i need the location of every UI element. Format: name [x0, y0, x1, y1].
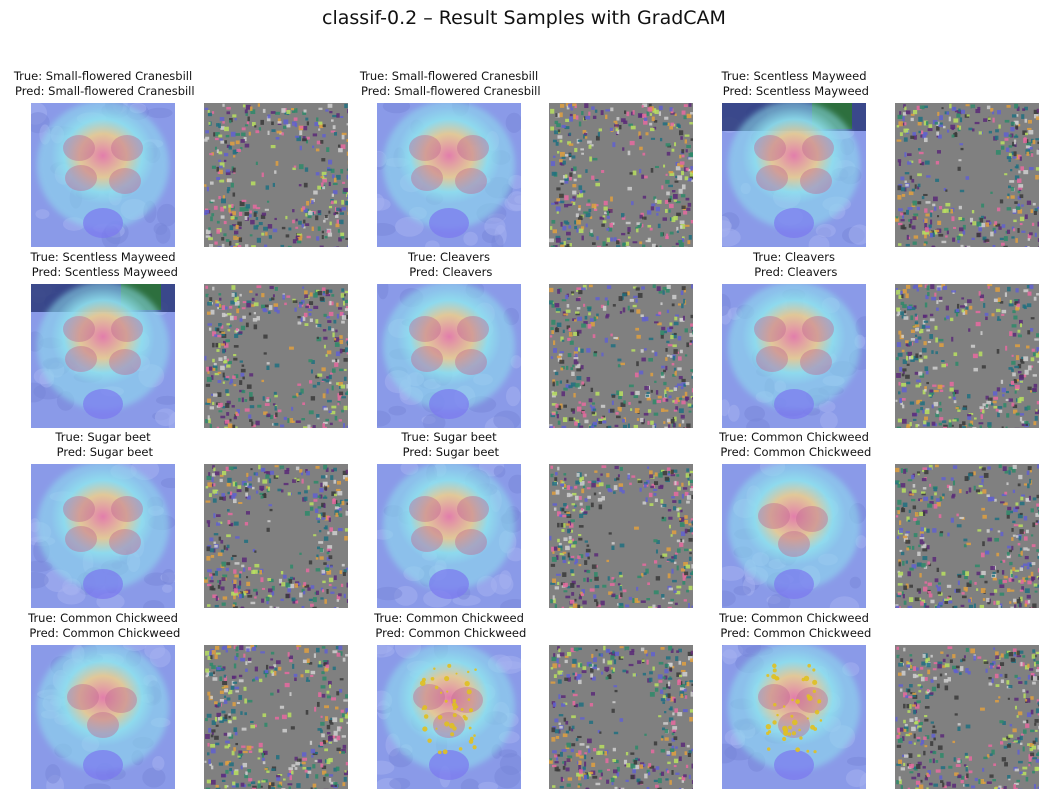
gradcam-image [31, 103, 175, 247]
sample-title: True: Cleavers Pred: Cleavers [334, 250, 564, 280]
guided-backprop-image [895, 103, 1039, 247]
sample-title: True: Common Chickweed Pred: Common Chic… [0, 611, 218, 641]
pred-label: Pred: Common Chickweed [716, 626, 872, 640]
sample-title: True: Small-flowered Cranesbill Pred: Sm… [0, 69, 218, 99]
pred-label: Pred: Cleavers [750, 265, 838, 279]
true-label: True: Common Chickweed [719, 611, 869, 625]
guided-backprop-image [549, 284, 693, 428]
sample-title: True: Scentless Mayweed Pred: Scentless … [679, 69, 909, 99]
guided-backprop-image [895, 284, 1039, 428]
pred-label: Pred: Common Chickweed [371, 626, 527, 640]
sample-title: True: Sugar beet Pred: Sugar beet [0, 430, 218, 460]
guided-backprop-image [204, 464, 348, 608]
true-label: True: Scentless Mayweed [721, 69, 867, 83]
sample-title: True: Small-flowered Cranesbill Pred: Sm… [334, 69, 564, 99]
gradcam-image [377, 284, 521, 428]
true-label: True: Small-flowered Cranesbill [13, 69, 193, 83]
guided-backprop-image [895, 645, 1039, 789]
guided-backprop-image [204, 284, 348, 428]
gradcam-image [722, 284, 866, 428]
true-label: True: Sugar beet [401, 430, 497, 444]
pred-label: Pred: Common Chickweed [716, 445, 872, 459]
gradcam-image [377, 103, 521, 247]
figure-title: classif-0.2 – Result Samples with GradCA… [322, 7, 726, 29]
gradcam-image [722, 645, 866, 789]
guided-backprop-image [204, 645, 348, 789]
gradcam-image [377, 645, 521, 789]
gradcam-image [722, 103, 866, 247]
pred-label: Pred: Sugar beet [52, 445, 154, 459]
gradcam-image [31, 464, 175, 608]
true-label: True: Scentless Mayweed [30, 250, 176, 264]
true-label: True: Common Chickweed [719, 430, 869, 444]
guided-backprop-image [204, 103, 348, 247]
pred-label: Pred: Small-flowered Cranesbill [11, 84, 195, 98]
pred-label: Pred: Small-flowered Cranesbill [357, 84, 541, 98]
pred-label: Pred: Scentless Mayweed [719, 84, 869, 98]
sample-title: True: Sugar beet Pred: Sugar beet [334, 430, 564, 460]
sample-title: True: Common Chickweed Pred: Common Chic… [679, 430, 909, 460]
true-label: True: Common Chickweed [28, 611, 178, 625]
true-label: True: Common Chickweed [374, 611, 524, 625]
sample-title: True: Cleavers Pred: Cleavers [679, 250, 909, 280]
pred-label: Pred: Sugar beet [398, 445, 500, 459]
gradcam-image [31, 645, 175, 789]
gradcam-image [31, 284, 175, 428]
guided-backprop-image [895, 464, 1039, 608]
true-label: True: Small-flowered Cranesbill [359, 69, 539, 83]
true-label: True: Cleavers [753, 250, 835, 264]
sample-title: True: Common Chickweed Pred: Common Chic… [334, 611, 564, 641]
guided-backprop-image [549, 645, 693, 789]
pred-label: Pred: Cleavers [405, 265, 493, 279]
true-label: True: Cleavers [408, 250, 490, 264]
sample-title: True: Scentless Mayweed Pred: Scentless … [0, 250, 218, 280]
true-label: True: Sugar beet [55, 430, 151, 444]
guided-backprop-image [549, 464, 693, 608]
gradcam-image [377, 464, 521, 608]
pred-label: Pred: Common Chickweed [25, 626, 181, 640]
pred-label: Pred: Scentless Mayweed [28, 265, 178, 279]
guided-backprop-image [549, 103, 693, 247]
sample-title: True: Common Chickweed Pred: Common Chic… [679, 611, 909, 641]
gradcam-image [722, 464, 866, 608]
